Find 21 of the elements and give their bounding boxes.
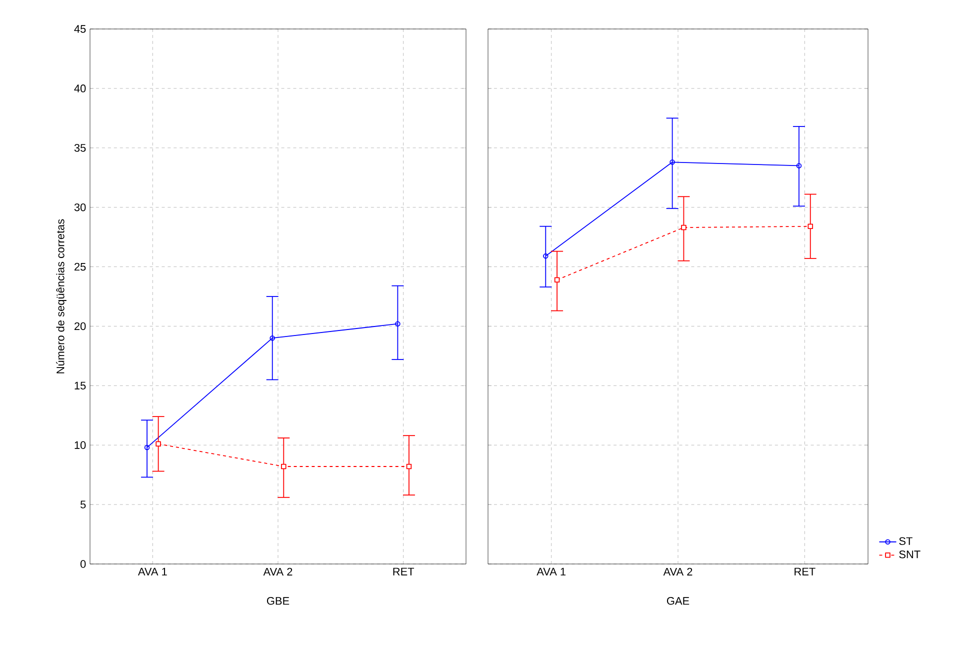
x-tick-label: AVA 2 <box>663 568 692 576</box>
y-tick-label: 10 <box>74 441 86 449</box>
x-tick-label: RET <box>794 568 816 576</box>
x-tick-label: RET <box>393 568 414 576</box>
y-tick-label: 35 <box>74 144 86 152</box>
x-tick-label: AVA 1 <box>536 568 566 576</box>
legend-label: SNT <box>899 550 920 558</box>
y-tick-label: 40 <box>74 84 86 92</box>
y-tick-label: 45 <box>74 25 86 33</box>
x-tick-label: AVA 2 <box>263 568 292 576</box>
y-tick-label: 15 <box>74 382 86 390</box>
y-tick-label: 5 <box>80 500 86 508</box>
x-axis-title: GAE <box>666 597 690 605</box>
x-axis-title: GBE <box>266 597 290 605</box>
y-tick-label: 25 <box>74 262 86 271</box>
y-tick-label: 0 <box>80 560 86 568</box>
x-tick-label: AVA 1 <box>138 568 167 576</box>
y-tick-label: 20 <box>74 322 86 330</box>
y-axis-title: Número de seqüências corretas <box>56 219 66 374</box>
y-tick-label: 30 <box>74 203 86 212</box>
legend-label: ST <box>899 537 912 545</box>
